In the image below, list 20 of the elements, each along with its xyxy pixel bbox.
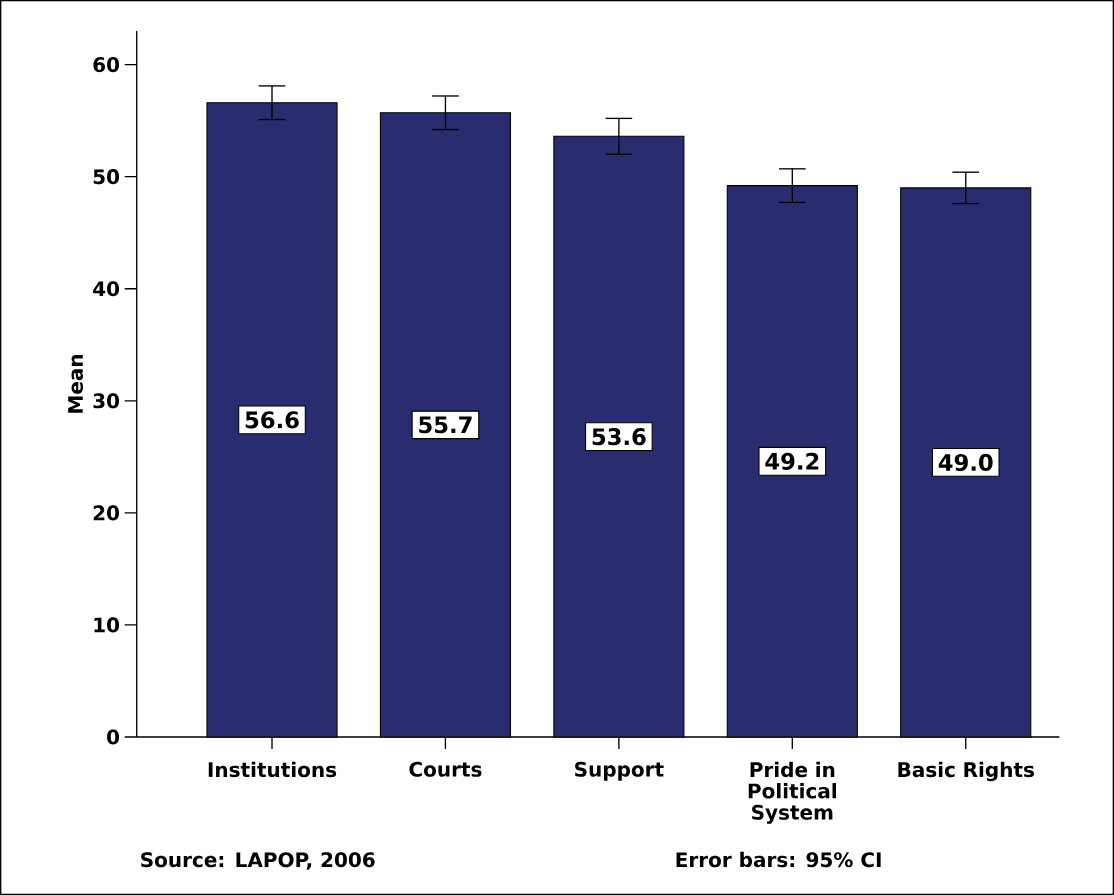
y-tick-label: 10	[94, 617, 120, 633]
y-tick-label: 0	[107, 729, 120, 745]
y-axis-title: Mean	[68, 354, 84, 413]
data-label: 49.2	[765, 452, 819, 470]
data-label: 56.6	[245, 411, 299, 429]
y-tick-label: 30	[93, 393, 120, 409]
text: Error bars: 95% CI	[676, 851, 881, 868]
x-tick-label: Pride in Political System	[748, 761, 836, 824]
x-tick-label: Support	[575, 761, 664, 781]
data-label: 53.6	[592, 428, 646, 446]
x-tick-label: Institutions	[208, 761, 337, 778]
y-tick-label: 60	[93, 57, 120, 73]
x-tick-label: Basic Rights	[898, 761, 1034, 782]
source-note: Source: LAPOP, 2006	[141, 852, 375, 870]
x-tick-label: Courts	[409, 761, 482, 777]
y-tick-label: 20	[93, 505, 120, 521]
y-tick-label: 50	[93, 169, 120, 185]
y-tick-label: 40	[93, 281, 120, 297]
data-label: 49.0	[938, 453, 993, 471]
data-label: 55.7	[419, 416, 472, 434]
